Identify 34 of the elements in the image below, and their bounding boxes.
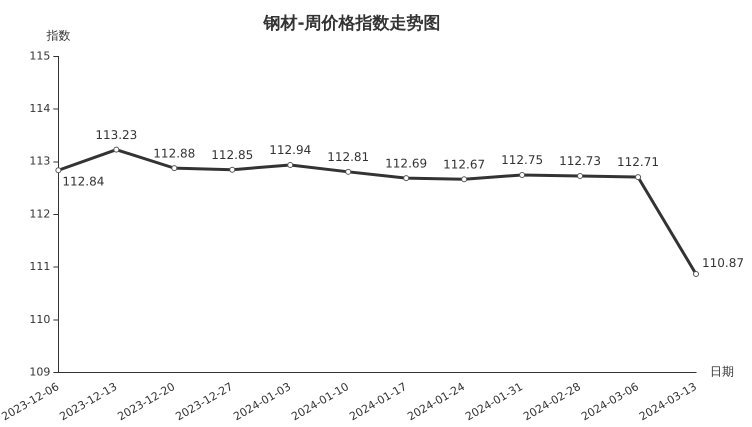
point	[693, 271, 699, 278]
point	[55, 167, 62, 174]
data-label: 112.73	[559, 154, 602, 168]
point	[461, 176, 468, 182]
data-label: 112.69	[385, 156, 428, 170]
point	[171, 165, 178, 172]
point	[635, 174, 642, 180]
data-label: 112.94	[269, 143, 312, 158]
y-tick-label: 111	[29, 260, 50, 274]
data-label: 110.87	[702, 256, 744, 270]
data-label: 112.67	[443, 157, 486, 172]
point	[403, 175, 410, 182]
y-tick-label: 115	[29, 49, 50, 62]
point	[345, 168, 352, 175]
point	[577, 173, 584, 180]
data-label: 112.88	[153, 146, 196, 160]
data-label: 112.81	[327, 150, 370, 164]
data-label: 112.85	[211, 148, 254, 162]
point	[229, 166, 236, 173]
y-tick-label: 114	[29, 102, 50, 115]
data-label: 112.75	[501, 153, 544, 168]
y-tick-label: 110	[29, 312, 50, 326]
y-tick-label: 109	[29, 365, 50, 378]
data-label: 113.23	[95, 128, 138, 142]
y-axis-title: 指数	[45, 28, 70, 43]
chart-title: 钢材-周价格指数走势图	[262, 14, 441, 34]
y-tick-label: 112	[29, 207, 50, 220]
point	[113, 146, 120, 153]
point	[287, 162, 294, 168]
data-label: 112.84	[62, 174, 104, 188]
y-tick-label: 113	[29, 154, 50, 168]
data-label: 112.71	[617, 155, 660, 170]
point	[519, 172, 526, 178]
x-axis-title: 日期	[710, 364, 734, 379]
